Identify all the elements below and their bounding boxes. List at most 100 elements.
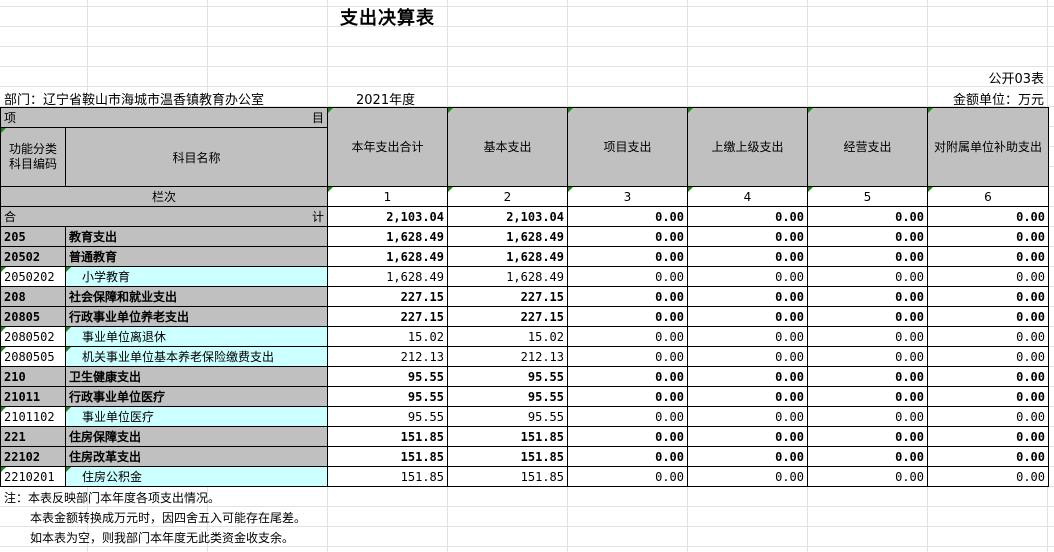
col-header-project[interactable]: 项目支出 bbox=[567, 107, 688, 187]
total-value-cell[interactable]: 0.00 bbox=[567, 206, 688, 227]
row-value-cell[interactable]: 0.00 bbox=[807, 286, 928, 307]
row-code-cell[interactable]: 2080502 bbox=[0, 326, 66, 347]
row-value-cell[interactable]: 0.00 bbox=[927, 326, 1049, 347]
seq-cell[interactable]: 4 bbox=[687, 186, 808, 207]
row-value-cell[interactable]: 151.85 bbox=[327, 426, 448, 447]
name-col-header[interactable]: 科目名称 bbox=[65, 127, 328, 187]
row-value-cell[interactable]: 0.00 bbox=[807, 326, 928, 347]
row-value-cell[interactable]: 0.00 bbox=[567, 226, 688, 247]
row-code-cell[interactable]: 22102 bbox=[0, 446, 66, 467]
seq-cell[interactable]: 2 bbox=[447, 186, 568, 207]
row-value-cell[interactable]: 0.00 bbox=[807, 306, 928, 327]
row-value-cell[interactable]: 0.00 bbox=[687, 306, 808, 327]
seq-cell[interactable]: 6 bbox=[927, 186, 1049, 207]
row-value-cell[interactable]: 0.00 bbox=[687, 406, 808, 427]
row-value-cell[interactable]: 0.00 bbox=[927, 306, 1049, 327]
row-value-cell[interactable]: 0.00 bbox=[687, 286, 808, 307]
row-value-cell[interactable]: 0.00 bbox=[807, 226, 928, 247]
row-value-cell[interactable]: 151.85 bbox=[447, 426, 568, 447]
row-value-cell[interactable]: 0.00 bbox=[807, 266, 928, 287]
row-value-cell[interactable]: 0.00 bbox=[927, 226, 1049, 247]
row-code-cell[interactable]: 2080505 bbox=[0, 346, 66, 367]
row-value-cell[interactable]: 0.00 bbox=[567, 346, 688, 367]
row-value-cell[interactable]: 15.02 bbox=[327, 326, 448, 347]
total-value-cell[interactable]: 0.00 bbox=[927, 206, 1049, 227]
row-name-cell[interactable]: 住房改革支出 bbox=[65, 446, 328, 467]
row-value-cell[interactable]: 0.00 bbox=[687, 386, 808, 407]
col-header-business[interactable]: 经营支出 bbox=[807, 107, 928, 187]
row-value-cell[interactable]: 0.00 bbox=[567, 366, 688, 387]
row-value-cell[interactable]: 0.00 bbox=[807, 346, 928, 367]
col-header-subsidy[interactable]: 对附属单位补助支出 bbox=[927, 107, 1049, 187]
row-value-cell[interactable]: 0.00 bbox=[687, 246, 808, 267]
row-value-cell[interactable]: 0.00 bbox=[927, 366, 1049, 387]
seq-cell[interactable]: 3 bbox=[567, 186, 688, 207]
row-value-cell[interactable]: 1,628.49 bbox=[327, 246, 448, 267]
row-value-cell[interactable]: 0.00 bbox=[807, 426, 928, 447]
row-code-cell[interactable]: 208 bbox=[0, 286, 66, 307]
total-value-cell[interactable]: 2,103.04 bbox=[447, 206, 568, 227]
row-name-cell[interactable]: 住房保障支出 bbox=[65, 426, 328, 447]
row-value-cell[interactable]: 0.00 bbox=[567, 386, 688, 407]
row-value-cell[interactable]: 0.00 bbox=[927, 386, 1049, 407]
row-value-cell[interactable]: 227.15 bbox=[327, 306, 448, 327]
row-code-cell[interactable]: 20502 bbox=[0, 246, 66, 267]
seq-label[interactable]: 栏次 bbox=[0, 186, 328, 207]
row-code-cell[interactable]: 21011 bbox=[0, 386, 66, 407]
seq-cell[interactable]: 5 bbox=[807, 186, 928, 207]
item-header-cell[interactable]: 项 目 bbox=[0, 107, 328, 128]
col-header-upper[interactable]: 上缴上级支出 bbox=[687, 107, 808, 187]
row-value-cell[interactable]: 0.00 bbox=[927, 346, 1049, 367]
row-value-cell[interactable]: 0.00 bbox=[687, 326, 808, 347]
row-value-cell[interactable]: 1,628.49 bbox=[447, 226, 568, 247]
col-header-total[interactable]: 本年支出合计 bbox=[327, 107, 448, 187]
row-value-cell[interactable]: 0.00 bbox=[807, 366, 928, 387]
row-code-cell[interactable]: 205 bbox=[0, 226, 66, 247]
row-value-cell[interactable]: 0.00 bbox=[687, 366, 808, 387]
row-code-cell[interactable]: 221 bbox=[0, 426, 66, 447]
code-col-header[interactable]: 功能分类科目编码 bbox=[0, 127, 66, 187]
row-value-cell[interactable]: 0.00 bbox=[807, 386, 928, 407]
row-value-cell[interactable]: 95.55 bbox=[447, 366, 568, 387]
row-name-cell[interactable]: 小学教育 bbox=[65, 266, 328, 287]
row-value-cell[interactable]: 0.00 bbox=[927, 406, 1049, 427]
row-value-cell[interactable]: 0.00 bbox=[687, 426, 808, 447]
total-value-cell[interactable]: 2,103.04 bbox=[327, 206, 448, 227]
row-name-cell[interactable]: 住房公积金 bbox=[65, 466, 328, 487]
row-name-cell[interactable]: 事业单位医疗 bbox=[65, 406, 328, 427]
seq-cell[interactable]: 1 bbox=[327, 186, 448, 207]
total-value-cell[interactable]: 0.00 bbox=[807, 206, 928, 227]
row-value-cell[interactable]: 95.55 bbox=[327, 366, 448, 387]
row-code-cell[interactable]: 2101102 bbox=[0, 406, 66, 427]
row-value-cell[interactable]: 1,628.49 bbox=[447, 266, 568, 287]
row-value-cell[interactable]: 0.00 bbox=[567, 286, 688, 307]
total-label-cell[interactable]: 合 计 bbox=[0, 206, 328, 227]
row-value-cell[interactable]: 0.00 bbox=[807, 406, 928, 427]
row-value-cell[interactable]: 0.00 bbox=[687, 346, 808, 367]
row-value-cell[interactable]: 95.55 bbox=[447, 386, 568, 407]
row-value-cell[interactable]: 0.00 bbox=[567, 326, 688, 347]
row-value-cell[interactable]: 95.55 bbox=[327, 406, 448, 427]
row-value-cell[interactable]: 151.85 bbox=[327, 466, 448, 487]
row-value-cell[interactable]: 212.13 bbox=[327, 346, 448, 367]
row-name-cell[interactable]: 卫生健康支出 bbox=[65, 366, 328, 387]
row-value-cell[interactable]: 1,628.49 bbox=[327, 226, 448, 247]
row-value-cell[interactable]: 15.02 bbox=[447, 326, 568, 347]
row-value-cell[interactable]: 0.00 bbox=[927, 466, 1049, 487]
row-value-cell[interactable]: 0.00 bbox=[567, 466, 688, 487]
row-value-cell[interactable]: 0.00 bbox=[567, 446, 688, 467]
row-value-cell[interactable]: 0.00 bbox=[927, 266, 1049, 287]
row-value-cell[interactable]: 0.00 bbox=[807, 446, 928, 467]
row-value-cell[interactable]: 0.00 bbox=[567, 306, 688, 327]
total-value-cell[interactable]: 0.00 bbox=[687, 206, 808, 227]
row-value-cell[interactable]: 0.00 bbox=[927, 286, 1049, 307]
row-name-cell[interactable]: 机关事业单位基本养老保险缴费支出 bbox=[65, 346, 328, 367]
col-header-basic[interactable]: 基本支出 bbox=[447, 107, 568, 187]
row-value-cell[interactable]: 0.00 bbox=[927, 426, 1049, 447]
row-value-cell[interactable]: 227.15 bbox=[327, 286, 448, 307]
row-value-cell[interactable]: 151.85 bbox=[447, 466, 568, 487]
row-value-cell[interactable]: 0.00 bbox=[927, 246, 1049, 267]
row-value-cell[interactable]: 0.00 bbox=[567, 266, 688, 287]
row-code-cell[interactable]: 2210201 bbox=[0, 466, 66, 487]
row-value-cell[interactable]: 212.13 bbox=[447, 346, 568, 367]
